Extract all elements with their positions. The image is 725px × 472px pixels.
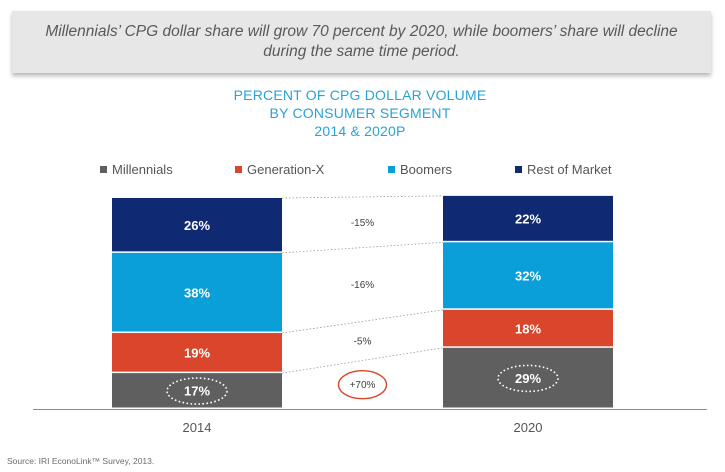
data-label-2014-boomers: 38%	[184, 285, 210, 300]
chart-title: PERCENT OF CPG DOLLAR VOLUME BY CONSUMER…	[180, 86, 540, 140]
bar-2014-boomers	[112, 252, 282, 332]
legend-item-millennials: Millennials	[100, 162, 173, 177]
legend-item-rest-of-market: Rest of Market	[515, 162, 612, 177]
legend-item-boomers: Boomers	[388, 162, 452, 177]
change-highlight-circle	[337, 370, 388, 400]
data-label-2014-millennials: 17%	[184, 384, 210, 399]
chart-title-line-3: 2014 & 2020P	[314, 123, 406, 139]
change-label-rest-of-market: -15%	[351, 218, 374, 229]
change-label-generation-x: -5%	[354, 336, 372, 347]
chart-title-line-2: BY CONSUMER SEGMENT	[269, 105, 451, 121]
data-label-2014-generation-x: 19%	[184, 346, 210, 361]
highlight-circle-2020	[497, 364, 559, 393]
legend-swatch-rest-of-market	[515, 166, 522, 173]
bar-2020-boomers	[443, 242, 613, 309]
legend-swatch-millennials	[100, 166, 107, 173]
data-label-2020-boomers: 32%	[515, 269, 541, 284]
source-note: Source: IRI EconoLink™ Survey, 2013.	[7, 456, 155, 466]
bar-2020-generation-x	[443, 309, 613, 347]
connector-line-boomers	[281, 241, 444, 254]
data-label-2020-rest-of-market: 22%	[515, 212, 541, 227]
legend-item-generation-x: Generation-X	[235, 162, 324, 177]
data-label-2020-generation-x: 18%	[515, 321, 541, 336]
bar-2014-generation-x	[112, 333, 282, 372]
x-tick-label-2014: 2014	[183, 420, 212, 435]
connector-line-rest-of-market	[281, 195, 444, 199]
connector-line-millennials	[281, 347, 444, 374]
legend-label-generation-x: Generation-X	[247, 162, 325, 177]
headline-banner: Millennials’ CPG dollar share will grow …	[12, 11, 711, 73]
bar-2020-millennials	[443, 347, 613, 408]
highlight-circle-2014	[166, 377, 228, 405]
bar-2020-rest-of-market	[443, 195, 613, 241]
data-label-2020-millennials: 29%	[515, 371, 541, 386]
x-tick-label-2020: 2020	[514, 420, 543, 435]
chart-legend: Millennials Generation-X Boomers Rest of…	[0, 162, 725, 178]
headline-text: Millennials’ CPG dollar share will grow …	[45, 23, 678, 60]
legend-label-millennials: Millennials	[112, 162, 173, 177]
chart-title-line-1: PERCENT OF CPG DOLLAR VOLUME	[233, 87, 487, 103]
legend-swatch-generation-x	[235, 166, 242, 173]
data-label-2014-rest-of-market: 26%	[184, 218, 210, 233]
legend-label-rest-of-market: Rest of Market	[527, 162, 612, 177]
connector-line-generation-x	[281, 309, 444, 334]
bar-2014-rest-of-market	[112, 198, 282, 252]
legend-swatch-boomers	[388, 166, 395, 173]
change-label-millennials: +70%	[350, 380, 376, 391]
change-label-boomers: -16%	[351, 280, 374, 291]
legend-label-boomers: Boomers	[400, 162, 453, 177]
